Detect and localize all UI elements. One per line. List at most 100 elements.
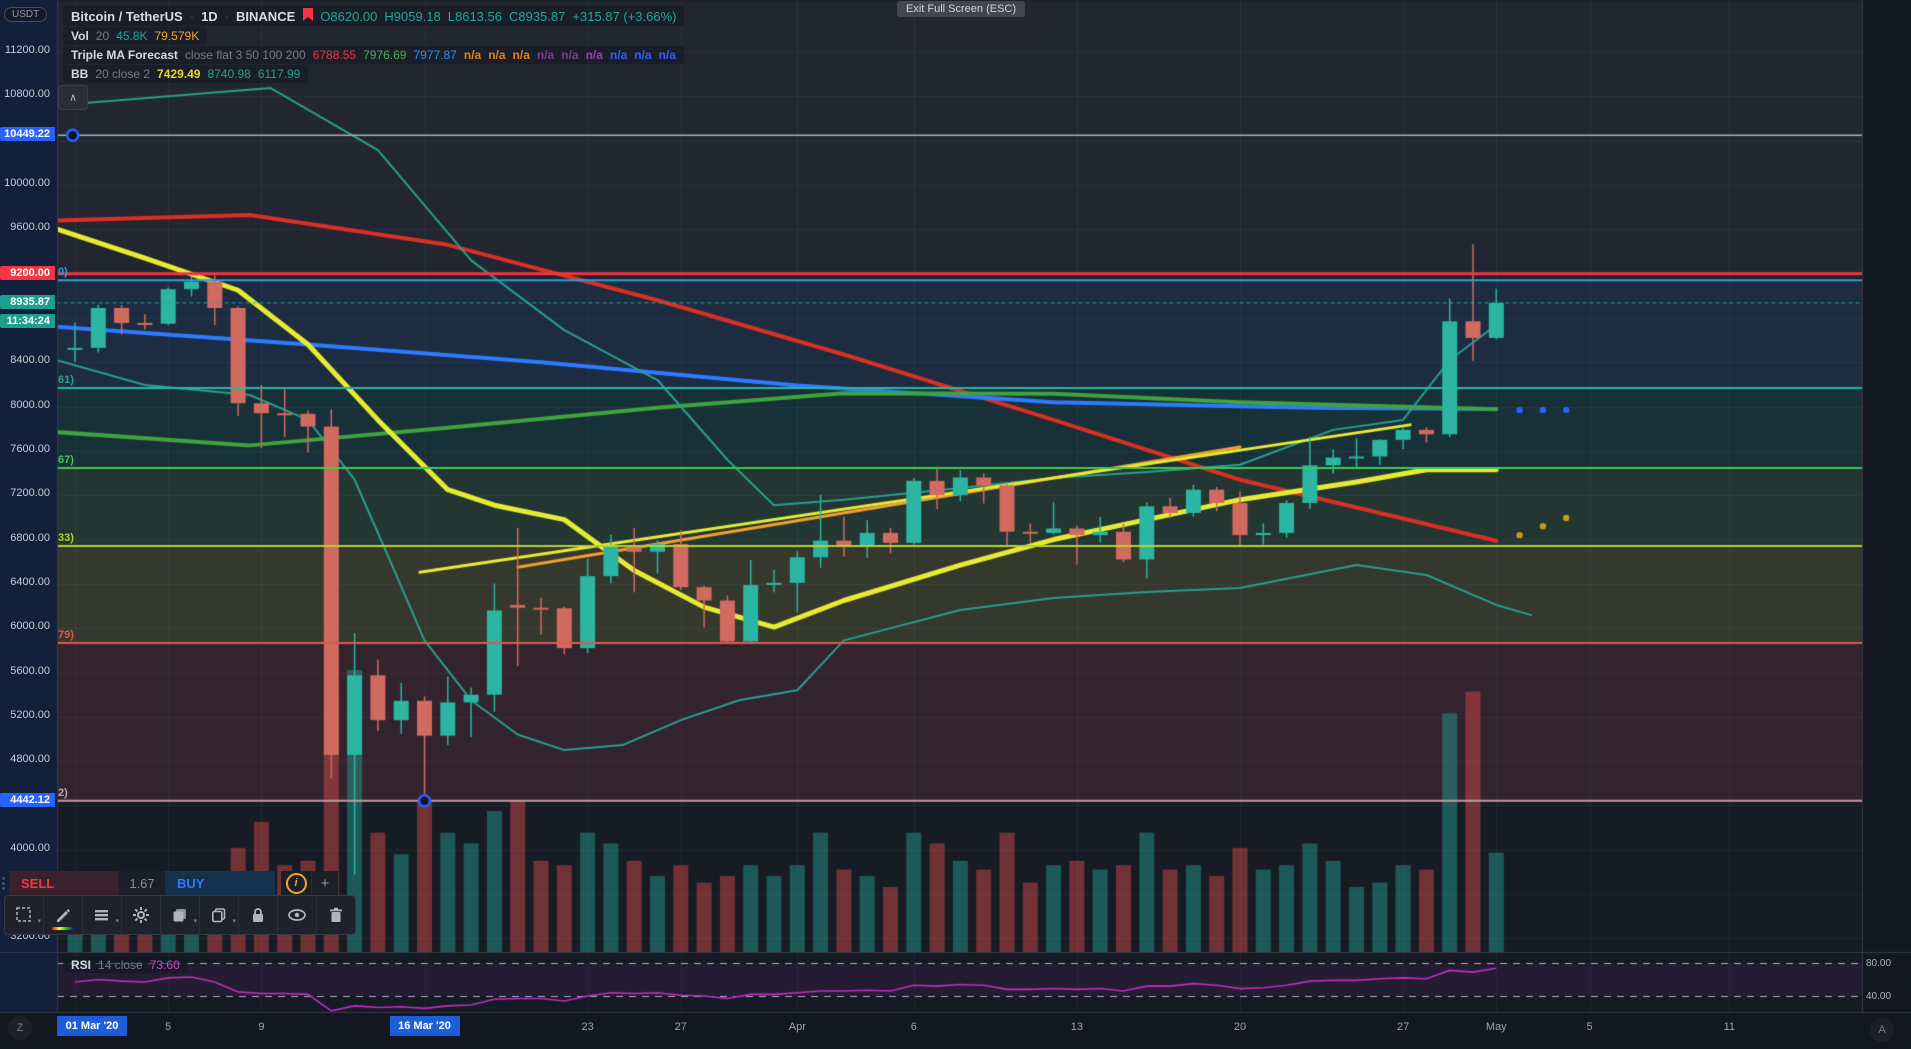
legend-value: 7977.87: [413, 48, 457, 62]
quantity-field[interactable]: 1.67: [119, 871, 165, 895]
symbol-row[interactable]: Bitcoin / TetherUS · 1D · BINANCE O8620.00 H90…: [63, 6, 685, 26]
legend-value: O8620.00: [320, 8, 378, 24]
legend-value: n/a: [634, 48, 652, 62]
legend-value: C8935.87: [509, 8, 566, 24]
legend-value: 7976.69: [363, 48, 407, 62]
pencil-icon: [54, 906, 72, 924]
eye-icon: [287, 906, 307, 924]
chevron-down-icon: ▾: [37, 918, 41, 925]
chevron-down-icon: ▾: [115, 918, 119, 925]
rsi-legend-row[interactable]: RSI 14 close 73.60: [63, 957, 188, 973]
pencil-tool-button[interactable]: [44, 896, 83, 934]
date-label: 9: [258, 1021, 265, 1033]
level-label: 61): [58, 374, 74, 386]
date-label: Apr: [788, 1021, 806, 1033]
legend-value: Vol: [71, 29, 89, 43]
autoscale-button[interactable]: A: [1870, 1018, 1894, 1042]
legend-value: Bitcoin / TetherUS: [71, 8, 183, 24]
currency-tab-usdt[interactable]: USDT: [4, 7, 48, 22]
countdown-label: 11:34:24: [0, 314, 55, 328]
date-label: 5: [1586, 1021, 1593, 1033]
gear-icon: [132, 906, 150, 924]
price-axis-label: 8000.00: [10, 399, 50, 411]
buy-button[interactable]: BUY: [165, 871, 275, 895]
level-label: 67): [58, 454, 74, 466]
rsi-axis-label: 40.00: [1866, 991, 1892, 1002]
date-label: 27: [1396, 1021, 1410, 1033]
legend-value: 79.579K: [154, 29, 200, 43]
select-tool-button[interactable]: ▾: [5, 896, 44, 934]
legend-value: BINANCE: [236, 8, 296, 24]
legend-value: BB: [71, 67, 89, 81]
price-axis-label: 5600.00: [10, 665, 50, 677]
date-label: 5: [165, 1021, 172, 1033]
info-button[interactable]: i: [281, 871, 311, 895]
bb-row[interactable]: BB 20 close 2 7429.49 8740.98 6117.99: [63, 65, 309, 83]
legend-value: 1D: [201, 8, 218, 24]
legend-value: ·: [189, 8, 195, 24]
lock-tool-button[interactable]: [239, 896, 278, 934]
legend-value: 6788.55: [312, 48, 357, 62]
legend-value: n/a: [609, 48, 628, 62]
lines-tool-button[interactable]: ▾: [83, 896, 122, 934]
legend-value: Triple MA Forecast: [71, 48, 178, 62]
price-axis-label: 9200.00: [0, 266, 55, 280]
add-order-button[interactable]: +: [311, 871, 338, 895]
date-label: May: [1485, 1021, 1507, 1033]
trade-panel: SELL 1.67 BUY i +: [2, 871, 338, 895]
sell-button[interactable]: SELL: [9, 871, 119, 895]
eye-tool-button[interactable]: [278, 896, 317, 934]
rsi-legend-value: 73.60: [149, 958, 180, 972]
info-icon: i: [285, 872, 307, 894]
price-axis-label: 8935.87: [0, 295, 55, 309]
level-label: 33): [58, 532, 74, 544]
legend-value: ·: [224, 8, 230, 24]
price-axis-label: 4000.00: [10, 842, 50, 854]
triple-ma-forecast-row[interactable]: Triple MA Forecast close flat 3 50 100 20…: [63, 46, 684, 64]
price-axis-label: 10000.00: [4, 177, 50, 189]
date-label-highlighted: 01 Mar '20: [57, 1016, 127, 1036]
legend-value: 6117.99: [257, 67, 301, 81]
flag-icon: [302, 8, 314, 24]
price-axis-label: 4442.12: [0, 793, 55, 807]
date-label: 11: [1723, 1021, 1736, 1033]
price-axis-label: 6400.00: [10, 576, 50, 588]
legend-value: H9059.18: [384, 8, 441, 24]
trash-tool-button[interactable]: [317, 896, 355, 934]
chevron-down-icon: ▾: [193, 918, 197, 925]
date-label: 23: [581, 1021, 594, 1033]
legend-value: n/a: [561, 48, 579, 62]
level-label: 0): [58, 266, 68, 278]
drawing-toolbar: ▾ ▾ ▾ ▾: [4, 895, 356, 935]
layers-tool-button[interactable]: ▾: [161, 896, 200, 934]
timezone-button[interactable]: Z: [8, 1016, 32, 1040]
gear-tool-button[interactable]: [122, 896, 161, 934]
price-axis-label: 6000.00: [10, 620, 50, 632]
legend-value: 20 close 2: [95, 67, 151, 81]
price-axis-label: 6800.00: [10, 532, 50, 544]
volume-row[interactable]: Vol 20 45.8K 79.579K: [63, 27, 208, 45]
price-axis-label: 11200.00: [4, 44, 50, 56]
price-axis-label: 10449.22: [0, 127, 55, 141]
legend-value: n/a: [463, 48, 482, 62]
layers-icon: [171, 906, 189, 924]
price-axis-label: 5200.00: [10, 709, 50, 721]
trash-icon: [327, 906, 345, 924]
legend-value: n/a: [536, 48, 555, 62]
legend-value: 8740.98: [207, 67, 251, 81]
lines-icon: [93, 906, 111, 924]
price-axis-label: 7200.00: [10, 487, 50, 499]
date-label-highlighted: 16 Mar '20: [389, 1016, 460, 1036]
price-axis-label: 8400.00: [10, 354, 50, 366]
legend-value: L8613.56: [447, 8, 502, 24]
date-label: 13: [1070, 1021, 1084, 1033]
price-axis-label: 10800.00: [4, 88, 50, 100]
copy-tool-button[interactable]: ▾: [200, 896, 239, 934]
chevron-down-icon: ▾: [232, 918, 236, 925]
drag-handle-icon[interactable]: [2, 871, 9, 895]
price-axis-label: 4800.00: [10, 753, 50, 765]
exit-fullscreen-tooltip: Exit Full Screen (ESC): [897, 1, 1026, 17]
lock-icon: [249, 906, 267, 924]
pane-collapse-button[interactable]: ∧: [58, 85, 88, 110]
